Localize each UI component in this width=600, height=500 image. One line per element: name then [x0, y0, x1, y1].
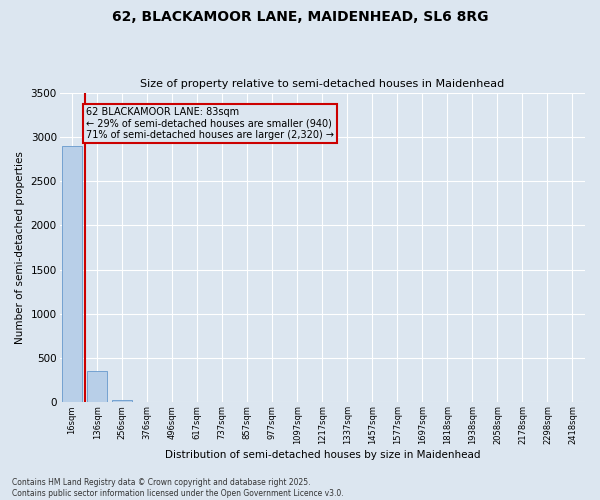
Bar: [112, 400, 132, 402]
Y-axis label: Number of semi-detached properties: Number of semi-detached properties: [15, 151, 25, 344]
Bar: [87, 370, 107, 402]
Text: Contains HM Land Registry data © Crown copyright and database right 2025.
Contai: Contains HM Land Registry data © Crown c…: [12, 478, 344, 498]
Text: 62 BLACKAMOOR LANE: 83sqm
← 29% of semi-detached houses are smaller (940)
71% of: 62 BLACKAMOOR LANE: 83sqm ← 29% of semi-…: [86, 106, 334, 140]
Text: 62, BLACKAMOOR LANE, MAIDENHEAD, SL6 8RG: 62, BLACKAMOOR LANE, MAIDENHEAD, SL6 8RG: [112, 10, 488, 24]
Bar: [62, 146, 82, 402]
X-axis label: Distribution of semi-detached houses by size in Maidenhead: Distribution of semi-detached houses by …: [164, 450, 480, 460]
Title: Size of property relative to semi-detached houses in Maidenhead: Size of property relative to semi-detach…: [140, 79, 505, 89]
